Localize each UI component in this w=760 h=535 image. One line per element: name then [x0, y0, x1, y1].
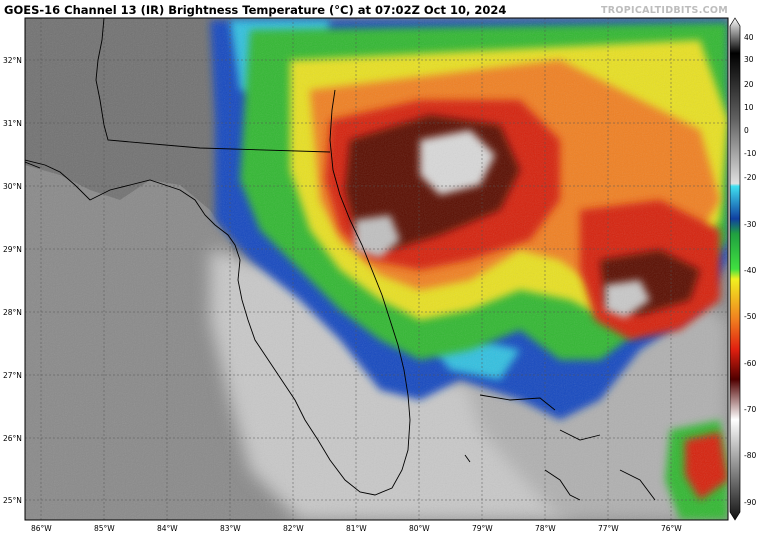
lat-label: 29°N — [3, 245, 22, 254]
lat-label: 26°N — [3, 434, 22, 443]
lon-label: 86°W — [31, 524, 52, 533]
lon-label: 76°W — [661, 524, 682, 533]
coastlines — [25, 18, 656, 501]
lon-label: 81°W — [346, 524, 367, 533]
colorbar-tick: -20 — [744, 173, 756, 182]
colorbar-tick: 10 — [744, 103, 754, 112]
lat-labels: 32°N 31°N 30°N 29°N 28°N 27°N 26°N 25°N — [3, 56, 22, 505]
colorbar-tick: 40 — [744, 33, 754, 42]
map-title: GOES-16 Channel 13 (IR) Brightness Tempe… — [4, 3, 507, 17]
lon-label: 83°W — [220, 524, 241, 533]
lat-label: 31°N — [3, 119, 22, 128]
lat-label: 28°N — [3, 308, 22, 317]
colorbar-tick: -40 — [744, 266, 756, 275]
lat-label: 25°N — [3, 496, 22, 505]
colorbar-tick: -80 — [744, 451, 756, 460]
lon-label: 79°W — [472, 524, 493, 533]
lon-label: 84°W — [157, 524, 178, 533]
lat-label: 30°N — [3, 182, 22, 191]
lon-label: 77°W — [598, 524, 619, 533]
graticule — [25, 18, 728, 520]
lon-label: 78°W — [535, 524, 556, 533]
colorbar-tick: -30 — [744, 220, 756, 229]
colorbar-tick: -50 — [744, 312, 756, 321]
lon-label: 80°W — [409, 524, 430, 533]
lat-label: 27°N — [3, 371, 22, 380]
colorbar-tick: 0 — [744, 126, 749, 135]
lon-label: 85°W — [94, 524, 115, 533]
lon-labels: 86°W 85°W 84°W 83°W 82°W 81°W 80°W 79°W … — [31, 524, 682, 533]
colorbar-tick: -60 — [744, 359, 756, 368]
map-frame — [24, 17, 729, 521]
lon-label: 82°W — [283, 524, 304, 533]
colorbar-tick: 20 — [744, 80, 754, 89]
imagery-layer — [25, 18, 728, 520]
lat-label: 32°N — [3, 56, 22, 65]
colorbar-tick: -90 — [744, 498, 756, 507]
colorbar-tick: 30 — [744, 55, 754, 64]
colorbar: 40 30 20 10 0 -10 -20 -30 -40 -50 -60 -7… — [729, 17, 756, 521]
colorbar-tick: -10 — [744, 149, 756, 158]
credit-label: TROPICALTIDBITS.COM — [601, 5, 728, 16]
colorbar-tick: -70 — [744, 405, 756, 414]
